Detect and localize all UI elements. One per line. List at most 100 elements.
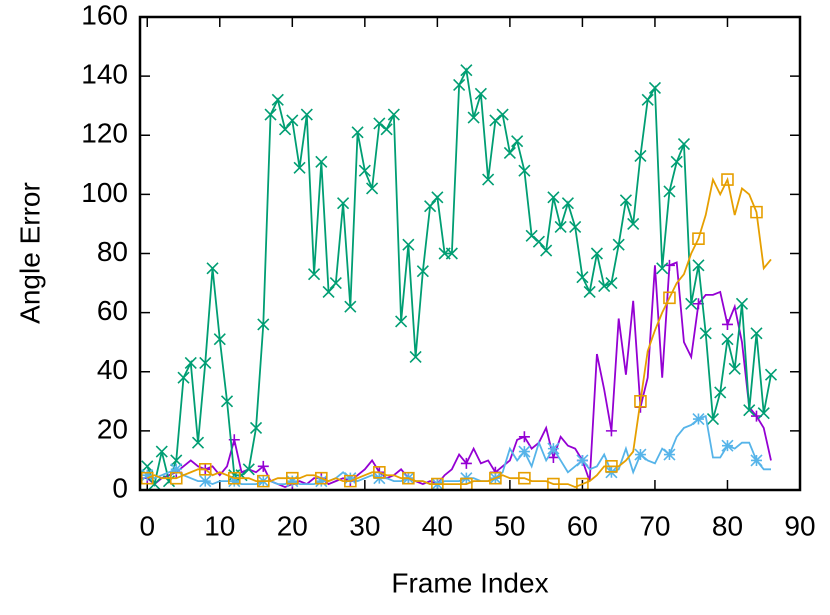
point-marker (141, 460, 154, 473)
point-marker (757, 407, 770, 420)
point-marker (721, 333, 734, 346)
point-marker (170, 454, 183, 467)
point-marker (169, 471, 183, 485)
point-marker (358, 164, 371, 177)
point-marker (249, 421, 263, 434)
point-marker (706, 412, 720, 426)
point-marker (409, 350, 422, 364)
point-marker (576, 454, 589, 467)
point-marker (663, 291, 676, 305)
x-tick-label: 70 (639, 510, 670, 541)
x-tick-label: 60 (567, 510, 598, 541)
point-marker (322, 285, 335, 298)
point-marker (148, 478, 161, 491)
point-marker (199, 356, 212, 369)
point-marker (460, 64, 473, 77)
point-marker (750, 205, 763, 219)
point-marker (271, 93, 284, 106)
point-marker (170, 463, 183, 476)
point-marker (199, 475, 212, 488)
point-marker (692, 259, 705, 272)
point-marker (140, 471, 154, 485)
point-marker (547, 442, 560, 455)
point-marker (257, 318, 270, 331)
point-marker (540, 244, 553, 257)
point-marker (286, 475, 299, 488)
x-tick-label: 40 (422, 510, 453, 541)
series-line (146, 176, 772, 489)
point-marker (402, 238, 415, 251)
point-marker (489, 471, 502, 485)
point-marker (344, 474, 357, 488)
point-marker (344, 300, 357, 313)
point-marker (155, 445, 168, 458)
point-marker (547, 191, 560, 204)
point-marker (605, 460, 618, 473)
point-marker (503, 146, 516, 160)
y-tick-label: 160 (81, 0, 128, 30)
point-marker (576, 271, 589, 284)
point-marker (532, 235, 545, 248)
x-tick-label: 0 (139, 510, 155, 541)
point-marker (351, 126, 364, 139)
y-tick-label: 140 (81, 59, 128, 90)
y-tick-label: 60 (97, 295, 128, 326)
point-marker (344, 472, 357, 485)
series-line (146, 261, 772, 489)
x-tick-label: 50 (494, 510, 525, 541)
point-marker (184, 356, 197, 369)
point-marker (554, 220, 567, 233)
point-marker (627, 217, 640, 231)
point-marker (605, 276, 618, 290)
point-marker (308, 268, 321, 281)
point-marker (278, 123, 292, 136)
point-marker (256, 474, 270, 488)
y-tick-label: 0 (112, 472, 128, 503)
point-marker (699, 327, 712, 340)
point-marker (300, 108, 313, 121)
point-marker (315, 471, 328, 485)
x-tick-label: 10 (204, 510, 235, 541)
point-marker (605, 425, 617, 437)
point-marker (286, 471, 299, 485)
point-marker (424, 200, 437, 213)
point-marker (460, 457, 472, 469)
point-marker (191, 436, 205, 449)
point-marker (714, 386, 727, 399)
y-axis-label: Angle Error (14, 182, 45, 324)
point-marker (735, 297, 749, 310)
point-marker (489, 114, 502, 127)
point-marker (264, 108, 277, 121)
point-marker (721, 173, 734, 186)
point-marker (366, 182, 379, 195)
x-tick-label: 30 (349, 510, 380, 541)
point-marker (721, 439, 734, 452)
point-marker (764, 368, 778, 381)
point-marker (692, 232, 705, 246)
point-marker (329, 276, 342, 290)
point-marker (692, 412, 705, 426)
point-marker (634, 448, 647, 461)
point-marker (518, 445, 531, 458)
point-marker (445, 247, 458, 260)
point-marker (242, 463, 255, 476)
point-marker (598, 279, 611, 293)
point-marker (315, 155, 328, 168)
point-marker (380, 123, 393, 136)
point-marker (619, 194, 632, 207)
point-marker (431, 191, 444, 204)
point-marker (467, 111, 480, 124)
point-marker (750, 454, 763, 467)
point-marker (511, 135, 524, 148)
point-marker (395, 315, 408, 328)
point-marker (293, 161, 306, 174)
point-marker (141, 469, 154, 482)
point-marker (177, 371, 190, 384)
point-marker (583, 285, 596, 298)
point-marker (286, 114, 299, 127)
point-marker (228, 475, 241, 488)
point-marker (663, 448, 676, 461)
point-marker (198, 463, 212, 476)
y-tick-label: 40 (97, 354, 128, 385)
